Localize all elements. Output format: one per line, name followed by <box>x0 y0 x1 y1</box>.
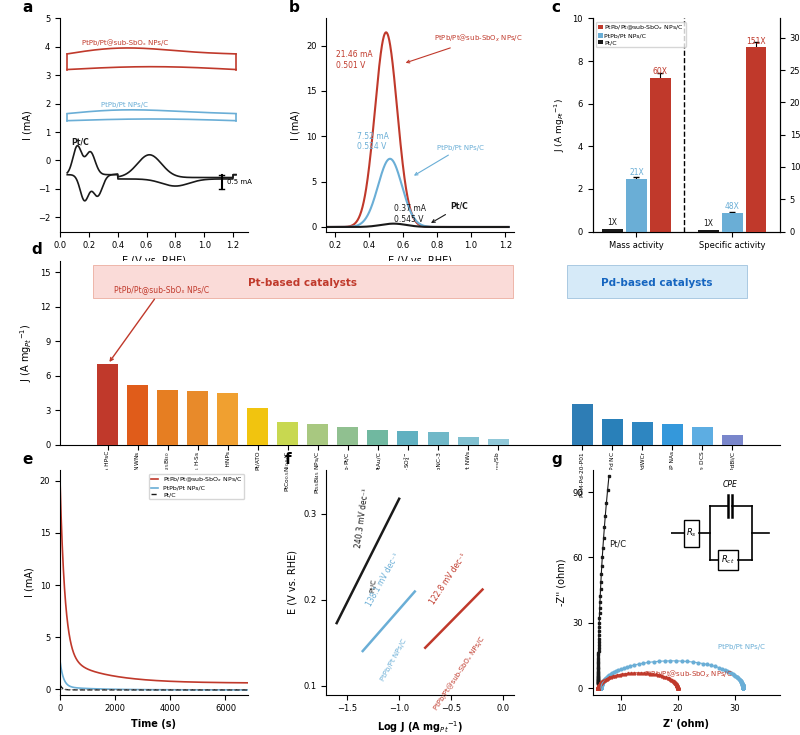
Bar <box>746 48 766 232</box>
Text: PtPb/Pt@sub-SbO$_x$ NPs/C: PtPb/Pt@sub-SbO$_x$ NPs/C <box>406 33 522 63</box>
Text: 48X: 48X <box>725 202 739 211</box>
Text: c: c <box>551 0 560 15</box>
X-axis label: Z' (ohm): Z' (ohm) <box>663 719 710 729</box>
Bar <box>698 230 718 232</box>
Bar <box>602 229 623 232</box>
Bar <box>367 430 389 445</box>
X-axis label: E (V vs. RHE): E (V vs. RHE) <box>388 256 452 266</box>
Text: Pt/C: Pt/C <box>610 539 626 548</box>
Text: b: b <box>289 0 300 15</box>
Bar <box>567 265 747 298</box>
Text: f: f <box>285 452 292 467</box>
Y-axis label: I (mA): I (mA) <box>24 567 34 598</box>
Text: 60X: 60X <box>653 67 668 76</box>
Bar <box>722 435 742 445</box>
Bar <box>307 424 329 445</box>
Bar <box>427 432 449 445</box>
Bar <box>572 404 593 445</box>
Legend: PtPb/Pt@sub-SbO$_x$ NPs/C, PtPb/Pt NPs/C, Pt/C: PtPb/Pt@sub-SbO$_x$ NPs/C, PtPb/Pt NPs/C… <box>149 473 244 499</box>
Text: Pt/C: Pt/C <box>370 578 377 593</box>
Y-axis label: E (V vs. RHE): E (V vs. RHE) <box>288 551 298 614</box>
Text: 138.1 mV dec⁻¹: 138.1 mV dec⁻¹ <box>366 552 402 609</box>
Text: Pt/C: Pt/C <box>432 202 469 223</box>
Bar <box>158 390 178 445</box>
Text: 21X: 21X <box>629 168 644 177</box>
Text: 1X: 1X <box>703 220 713 229</box>
Text: PtPb/Pt NPs/C: PtPb/Pt NPs/C <box>380 639 408 683</box>
Text: 21.46 mA
0.501 V: 21.46 mA 0.501 V <box>337 50 373 70</box>
Bar <box>398 431 418 445</box>
Bar <box>722 213 742 232</box>
Text: Pt/C: Pt/C <box>71 138 90 147</box>
Text: 1X: 1X <box>607 218 618 227</box>
Bar <box>626 179 646 232</box>
Text: 151X: 151X <box>746 37 766 46</box>
X-axis label: Catalyst: Catalyst <box>400 516 440 526</box>
Bar <box>98 365 118 445</box>
Bar <box>93 265 513 298</box>
Y-axis label: I (mA): I (mA) <box>22 110 33 140</box>
Bar <box>662 424 682 445</box>
X-axis label: E (V vs. RHE): E (V vs. RHE) <box>122 256 186 266</box>
Text: PtPb/Pt@sub-SbOₓ NPs/C: PtPb/Pt@sub-SbOₓ NPs/C <box>82 40 168 46</box>
Bar <box>692 428 713 445</box>
Text: PtPb/Pt NPs/C: PtPb/Pt NPs/C <box>415 145 484 175</box>
Bar <box>338 428 358 445</box>
X-axis label: Log J (A mg$_{Pt}$$^{-1}$): Log J (A mg$_{Pt}$$^{-1}$) <box>377 719 463 735</box>
Text: 0.37 mA
0.545 V: 0.37 mA 0.545 V <box>394 204 426 223</box>
Text: PtPb/Pt@sub-SbO$_x$ NPs/C: PtPb/Pt@sub-SbO$_x$ NPs/C <box>644 669 732 681</box>
Bar <box>602 420 622 445</box>
Text: 7.52 mA
0.524 V: 7.52 mA 0.524 V <box>357 132 389 151</box>
Bar <box>278 422 298 445</box>
Text: Pd-based catalysts: Pd-based catalysts <box>602 278 713 288</box>
Bar <box>487 439 509 445</box>
Bar <box>458 437 478 445</box>
Y-axis label: I (mA): I (mA) <box>290 110 301 140</box>
Bar <box>247 408 268 445</box>
Text: a: a <box>22 0 33 15</box>
Text: d: d <box>31 242 42 257</box>
Text: 0.5 mA: 0.5 mA <box>227 179 252 184</box>
Text: Pt-based catalysts: Pt-based catalysts <box>249 278 358 288</box>
Text: g: g <box>551 452 562 467</box>
Bar <box>650 78 670 232</box>
Text: PtPb/Pt NPs/C: PtPb/Pt NPs/C <box>102 102 148 108</box>
Y-axis label: J (A mg$_{Pt}$$^{-1}$): J (A mg$_{Pt}$$^{-1}$) <box>18 323 34 382</box>
X-axis label: Time (s): Time (s) <box>131 719 176 729</box>
Text: PtPb/Pt NPs/C: PtPb/Pt NPs/C <box>718 644 764 650</box>
Text: PtPb/Pt@sub-SbOₓ NPs/C: PtPb/Pt@sub-SbOₓ NPs/C <box>433 636 486 711</box>
Text: 240.3 mV dec⁻¹: 240.3 mV dec⁻¹ <box>354 487 371 548</box>
Legend: PtPb/Pt@sub-SbO$_x$ NPs/C, PtPb/Pt NPs/C, Pt/C: PtPb/Pt@sub-SbO$_x$ NPs/C, PtPb/Pt NPs/C… <box>596 21 686 47</box>
Bar <box>187 391 208 445</box>
Bar <box>127 385 148 445</box>
Text: 122.8 mV dec⁻¹: 122.8 mV dec⁻¹ <box>429 551 469 606</box>
Bar <box>218 393 238 445</box>
Bar <box>632 422 653 445</box>
Y-axis label: -Z'' (ohm): -Z'' (ohm) <box>557 559 566 606</box>
Y-axis label: J (A mg$_{Pt}$$^{-1}$): J (A mg$_{Pt}$$^{-1}$) <box>552 98 566 152</box>
Text: PtPb/Pt@sub-SbOₓ NPs/C: PtPb/Pt@sub-SbOₓ NPs/C <box>110 285 209 361</box>
Text: e: e <box>22 452 33 467</box>
